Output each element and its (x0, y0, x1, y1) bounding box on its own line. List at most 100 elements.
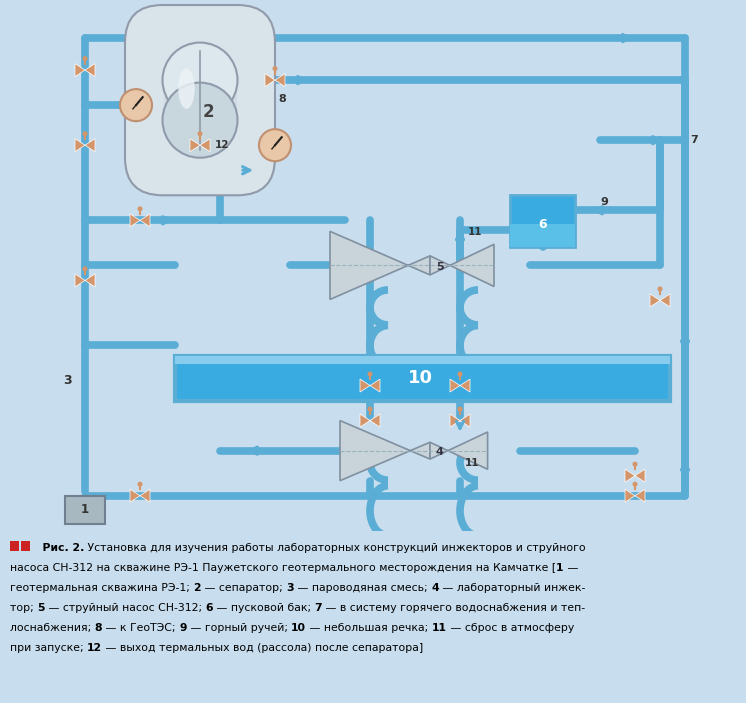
Text: 10: 10 (291, 623, 307, 633)
Polygon shape (635, 489, 645, 502)
Polygon shape (130, 214, 140, 227)
Ellipse shape (163, 43, 237, 117)
Text: — пусковой бак;: — пусковой бак; (213, 603, 315, 613)
Circle shape (369, 407, 372, 411)
Bar (510, 224, 575, 247)
Text: —: — (564, 563, 578, 573)
Text: 7: 7 (690, 135, 698, 146)
FancyBboxPatch shape (125, 5, 275, 195)
Text: 2: 2 (193, 583, 201, 593)
Text: 5: 5 (37, 603, 45, 613)
Polygon shape (460, 414, 470, 427)
Text: — горный ручей;: — горный ручей; (186, 623, 291, 633)
Text: — сброс в атмосферу: — сброс в атмосферу (447, 623, 574, 633)
Polygon shape (140, 214, 150, 227)
Circle shape (458, 372, 462, 376)
Ellipse shape (178, 68, 195, 109)
Circle shape (138, 482, 142, 486)
Circle shape (633, 463, 637, 466)
Polygon shape (430, 432, 488, 470)
Polygon shape (460, 379, 470, 392)
Ellipse shape (163, 83, 237, 157)
Text: 7: 7 (315, 603, 322, 613)
Polygon shape (625, 469, 635, 482)
Text: лоснабжения;: лоснабжения; (10, 623, 95, 633)
Text: 9: 9 (179, 623, 186, 633)
Polygon shape (75, 274, 85, 287)
Text: 4: 4 (435, 447, 443, 457)
Text: — сепаратор;: — сепаратор; (201, 583, 286, 593)
Text: 1: 1 (81, 503, 89, 516)
Polygon shape (340, 420, 430, 481)
Polygon shape (370, 414, 380, 427)
Polygon shape (635, 469, 645, 482)
Text: 11: 11 (465, 458, 480, 467)
Polygon shape (75, 138, 85, 152)
Polygon shape (75, 63, 85, 77)
Text: тор;: тор; (10, 603, 37, 613)
Polygon shape (140, 489, 150, 502)
FancyBboxPatch shape (65, 496, 105, 524)
Polygon shape (510, 195, 575, 247)
Text: 6: 6 (205, 603, 213, 613)
Bar (21, 541, 30, 550)
Text: 11: 11 (468, 227, 483, 238)
Text: Установка для изучения работы лабораторных конструкций инжекторов и струйного: Установка для изучения работы лабораторн… (84, 543, 586, 553)
Circle shape (369, 372, 372, 376)
Circle shape (84, 132, 87, 136)
Circle shape (138, 207, 142, 211)
Text: 12: 12 (215, 140, 230, 150)
Text: 1: 1 (556, 563, 564, 573)
Circle shape (273, 67, 277, 70)
Text: — небольшая речка;: — небольшая речка; (307, 623, 432, 633)
Circle shape (633, 482, 637, 486)
Text: 5: 5 (436, 262, 444, 272)
Text: 2: 2 (202, 103, 214, 121)
Polygon shape (450, 379, 460, 392)
Polygon shape (450, 414, 460, 427)
Text: — к ГеоТЭС;: — к ГеоТЭС; (102, 623, 179, 633)
Polygon shape (130, 489, 140, 502)
Polygon shape (360, 379, 370, 392)
Bar (163, 80, 236, 120)
Text: — лабораторный инжек-: — лабораторный инжек- (439, 583, 585, 593)
Text: 10: 10 (407, 369, 433, 387)
Circle shape (84, 57, 87, 60)
Polygon shape (265, 74, 275, 86)
Circle shape (458, 407, 462, 411)
Text: — струйный насос СН-312;: — струйный насос СН-312; (45, 603, 205, 613)
Text: 4: 4 (431, 583, 439, 593)
Bar (175, 356, 670, 401)
Text: Рис. 2.: Рис. 2. (35, 543, 84, 553)
Polygon shape (370, 379, 380, 392)
Text: насоса СН-312 на скважине РЭ-1 Паужетского геотермального месторождения на Камча: насоса СН-312 на скважине РЭ-1 Паужетско… (10, 563, 556, 573)
Polygon shape (85, 274, 95, 287)
Text: при запуске;: при запуске; (10, 643, 87, 653)
Text: 9: 9 (600, 198, 608, 207)
Polygon shape (275, 74, 285, 86)
Polygon shape (85, 138, 95, 152)
Polygon shape (85, 63, 95, 77)
Polygon shape (190, 138, 200, 152)
Polygon shape (625, 489, 635, 502)
Text: 3: 3 (286, 583, 294, 593)
Text: геотермальная скважина РЭ-1;: геотермальная скважина РЭ-1; (10, 583, 193, 593)
Circle shape (84, 267, 87, 271)
Text: 3: 3 (63, 374, 72, 387)
Text: 6: 6 (538, 218, 547, 231)
Text: — в систему горячего водоснабжения и теп-: — в систему горячего водоснабжения и теп… (322, 603, 586, 613)
Circle shape (259, 129, 291, 161)
Text: — пароводяная смесь;: — пароводяная смесь; (294, 583, 431, 593)
Polygon shape (330, 231, 430, 299)
Polygon shape (650, 294, 660, 307)
Text: 8: 8 (278, 94, 286, 104)
Text: 11: 11 (432, 623, 447, 633)
Text: 8: 8 (95, 623, 102, 633)
Text: 12: 12 (87, 643, 102, 653)
Circle shape (120, 89, 152, 121)
Bar (175, 356, 670, 363)
Polygon shape (430, 244, 494, 287)
Bar (10, 541, 19, 550)
Polygon shape (660, 294, 670, 307)
Text: — выход термальных вод (рассола) после сепаратора]: — выход термальных вод (рассола) после с… (102, 643, 424, 653)
